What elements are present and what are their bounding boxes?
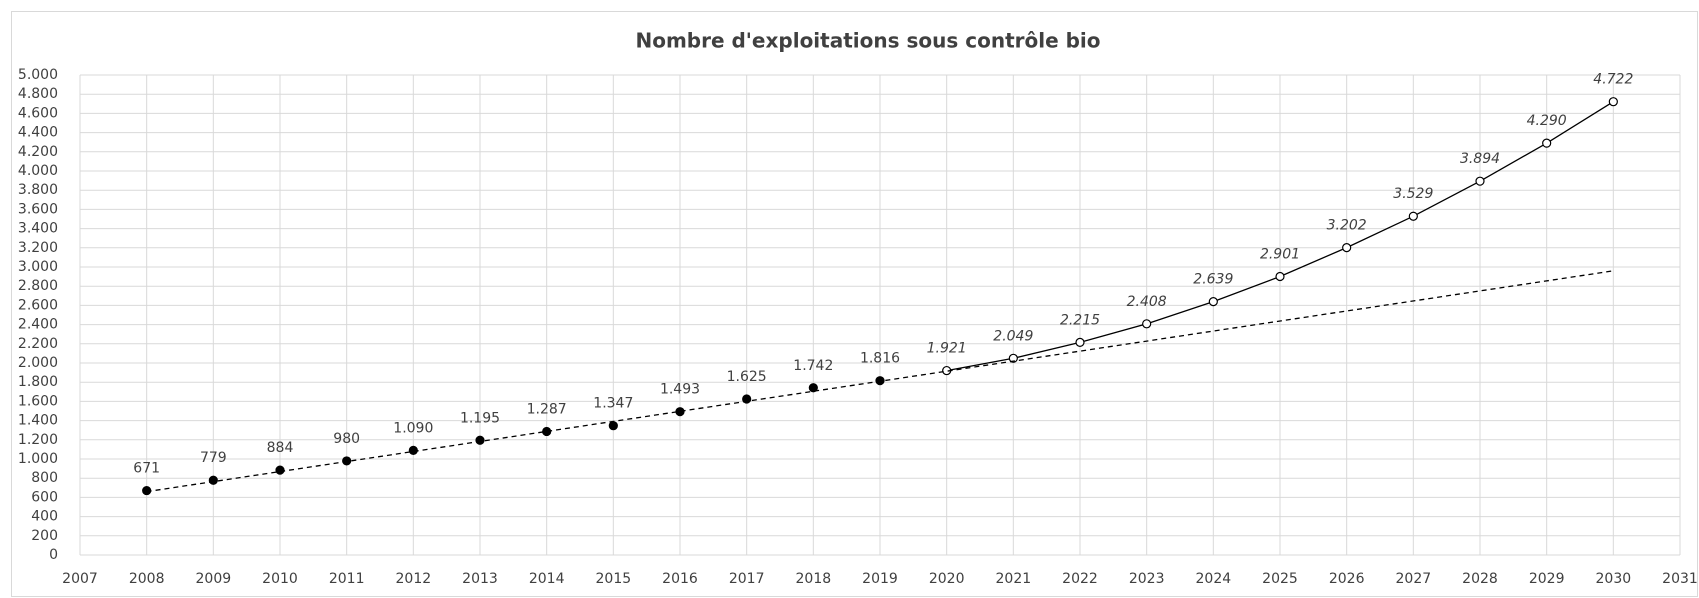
data-point bbox=[1208, 297, 1218, 307]
chart-frame bbox=[11, 11, 1698, 597]
x-tick-label: 2031 bbox=[1662, 571, 1698, 587]
data-point bbox=[1608, 97, 1618, 107]
x-tick-label: 2012 bbox=[396, 571, 432, 587]
x-tick-label: 2011 bbox=[329, 571, 365, 587]
y-tick-label: 1.800 bbox=[18, 374, 58, 390]
y-tick-label: 3.000 bbox=[18, 259, 58, 275]
data-label: 3.529 bbox=[1393, 186, 1433, 202]
y-tick-label: 4.600 bbox=[18, 105, 58, 121]
x-tick-label: 2029 bbox=[1529, 571, 1565, 587]
data-label: 1.347 bbox=[593, 396, 633, 412]
y-tick-label: 1.200 bbox=[18, 432, 58, 448]
y-tick-label: 200 bbox=[31, 528, 58, 544]
y-tick-label: 3.800 bbox=[18, 182, 58, 198]
y-tick-label: 4.800 bbox=[18, 86, 58, 102]
y-tick-label: 800 bbox=[31, 470, 58, 486]
x-tick-label: 2025 bbox=[1262, 571, 1298, 587]
data-point bbox=[208, 475, 218, 485]
x-tick-label: 2028 bbox=[1462, 571, 1498, 587]
x-tick-label: 2019 bbox=[862, 571, 898, 587]
y-tick-label: 3.600 bbox=[18, 201, 58, 217]
data-point bbox=[1475, 176, 1485, 186]
y-tick-label: 1.600 bbox=[18, 393, 58, 409]
y-tick-label: 1.000 bbox=[18, 451, 58, 467]
x-tick-label: 2017 bbox=[729, 571, 765, 587]
data-label: 1.625 bbox=[727, 369, 767, 385]
y-tick-label: 0 bbox=[49, 547, 58, 563]
y-tick-label: 2.400 bbox=[18, 317, 58, 333]
x-tick-label: 2030 bbox=[1596, 571, 1632, 587]
x-tick-label: 2018 bbox=[796, 571, 832, 587]
y-tick-label: 600 bbox=[31, 489, 58, 505]
y-tick-label: 2.600 bbox=[18, 297, 58, 313]
y-tick-label: 4.200 bbox=[18, 144, 58, 160]
data-label: 671 bbox=[133, 461, 160, 477]
data-point bbox=[1008, 353, 1018, 363]
series-line bbox=[146, 270, 1614, 493]
data-point bbox=[1342, 243, 1352, 253]
data-label: 779 bbox=[200, 450, 227, 466]
data-point bbox=[1542, 138, 1552, 148]
data-label: 2.901 bbox=[1260, 247, 1300, 263]
data-point bbox=[675, 407, 685, 417]
y-tick-label: 5.000 bbox=[18, 67, 58, 83]
y-tick-label: 2.200 bbox=[18, 336, 58, 352]
data-label: 1.090 bbox=[393, 420, 433, 436]
x-tick-label: 2010 bbox=[262, 571, 298, 587]
chart-title: Nombre d'exploitations sous contrôle bio bbox=[635, 29, 1100, 53]
x-tick-label: 2021 bbox=[996, 571, 1032, 587]
data-point bbox=[1408, 211, 1418, 221]
data-label: 884 bbox=[267, 440, 294, 456]
y-tick-label: 3.200 bbox=[18, 240, 58, 256]
x-tick-label: 2015 bbox=[596, 571, 632, 587]
x-tick-label: 2024 bbox=[1196, 571, 1232, 587]
data-label: 1.287 bbox=[527, 401, 567, 417]
x-tick-label: 2014 bbox=[529, 571, 565, 587]
data-point bbox=[808, 383, 818, 393]
y-tick-label: 3.400 bbox=[18, 221, 58, 237]
data-point bbox=[408, 445, 418, 455]
x-tick-label: 2022 bbox=[1062, 571, 1098, 587]
data-point bbox=[475, 435, 485, 445]
x-tick-label: 2007 bbox=[62, 571, 98, 587]
y-tick-label: 1.400 bbox=[18, 413, 58, 429]
data-label: 4.290 bbox=[1527, 113, 1567, 129]
data-label: 1.742 bbox=[793, 358, 833, 374]
data-label: 3.894 bbox=[1460, 151, 1500, 167]
data-label: 980 bbox=[333, 431, 360, 447]
x-tick-label: 2009 bbox=[196, 571, 232, 587]
x-tick-label: 2026 bbox=[1329, 571, 1365, 587]
data-label: 2.408 bbox=[1127, 294, 1167, 310]
data-point bbox=[1075, 337, 1085, 347]
y-tick-label: 2.800 bbox=[18, 278, 58, 294]
data-point bbox=[608, 421, 618, 431]
x-tick-label: 2023 bbox=[1129, 571, 1165, 587]
x-tick-label: 2013 bbox=[462, 571, 498, 587]
x-tick-label: 2020 bbox=[929, 571, 965, 587]
data-label: 1.921 bbox=[927, 341, 967, 357]
x-tick-label: 2016 bbox=[662, 571, 698, 587]
data-point bbox=[1275, 271, 1285, 282]
y-tick-label: 4.400 bbox=[18, 125, 58, 141]
data-label: 4.722 bbox=[1593, 72, 1633, 88]
data-point bbox=[275, 465, 285, 475]
data-point bbox=[1142, 319, 1152, 329]
data-label: 3.202 bbox=[1327, 218, 1367, 234]
x-tick-label: 2008 bbox=[129, 571, 165, 587]
data-label: 1.816 bbox=[860, 351, 900, 367]
data-label: 1.493 bbox=[660, 382, 700, 398]
y-tick-label: 4.000 bbox=[18, 163, 58, 179]
data-label: 2.049 bbox=[993, 328, 1033, 344]
y-tick-label: 400 bbox=[31, 509, 58, 525]
data-label: 2.215 bbox=[1060, 312, 1100, 328]
y-tick-label: 2.000 bbox=[18, 355, 58, 371]
x-tick-label: 2027 bbox=[1396, 571, 1432, 587]
data-label: 2.639 bbox=[1193, 272, 1233, 288]
data-label: 1.195 bbox=[460, 410, 500, 426]
